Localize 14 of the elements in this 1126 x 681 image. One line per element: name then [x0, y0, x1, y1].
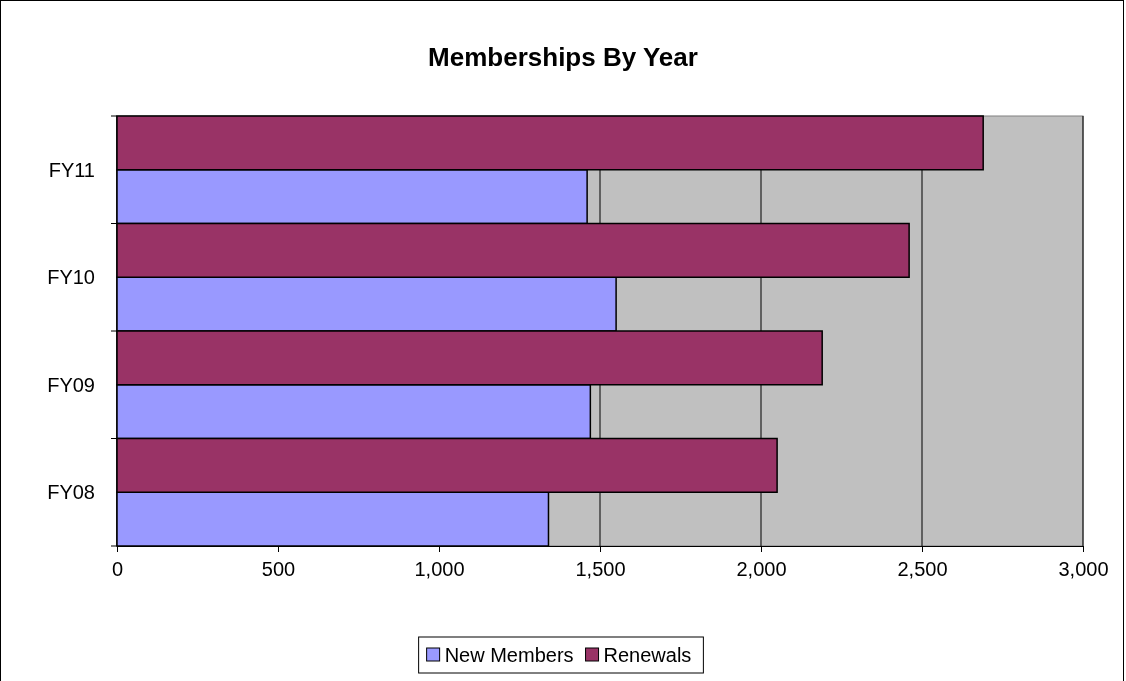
legend-label: New Members	[444, 644, 574, 666]
x-tick-label: 1,000	[414, 558, 465, 581]
chart-title: Memberships By Year	[428, 42, 698, 72]
x-tick-label: 0	[111, 558, 124, 581]
x-tick-label: 1,500	[575, 558, 626, 581]
y-tick-label: FY08	[47, 481, 95, 504]
x-tick-label: 2,000	[736, 558, 787, 581]
y-tick-label: FY10	[47, 266, 95, 289]
x-tick-label: 3,000	[1058, 558, 1109, 581]
x-tick-label: 2,500	[897, 558, 948, 581]
y-tick-label: FY09	[47, 373, 95, 396]
y-tick-label: FY11	[48, 158, 95, 181]
x-tick-label: 500	[261, 558, 296, 581]
legend-label: Renewals	[603, 644, 692, 666]
